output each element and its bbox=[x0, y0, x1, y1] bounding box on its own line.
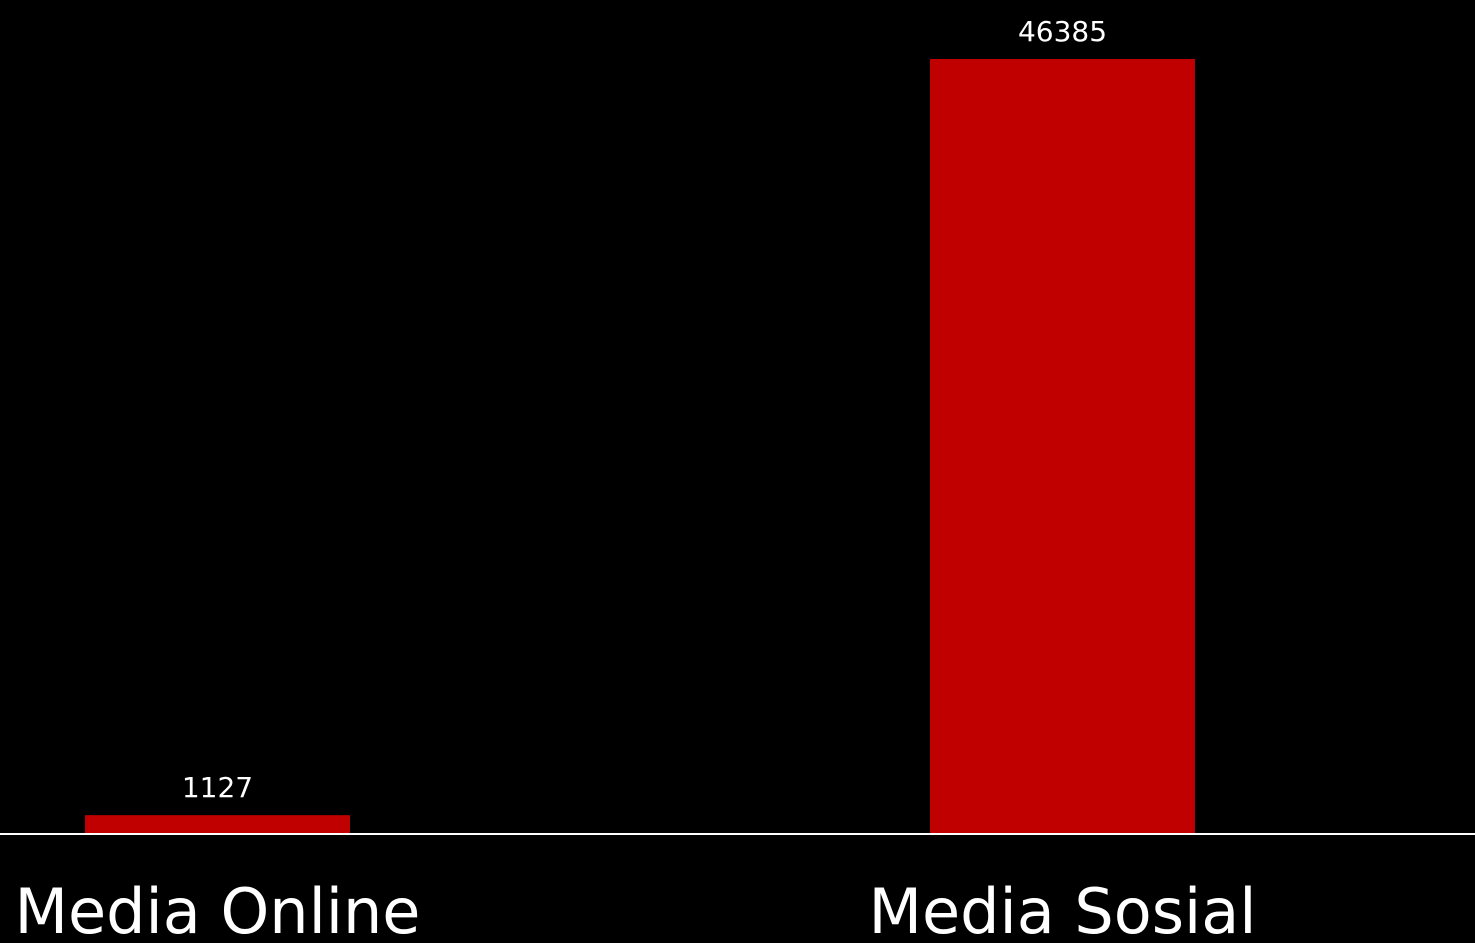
bar-media-online bbox=[85, 815, 350, 834]
data-label: 1127 bbox=[182, 771, 253, 804]
bar-media-sosial bbox=[930, 59, 1195, 834]
category-tick-label: Media Sosial bbox=[869, 875, 1257, 943]
category-tick-label: Media Online bbox=[15, 875, 421, 943]
data-label: 46385 bbox=[1018, 15, 1107, 48]
